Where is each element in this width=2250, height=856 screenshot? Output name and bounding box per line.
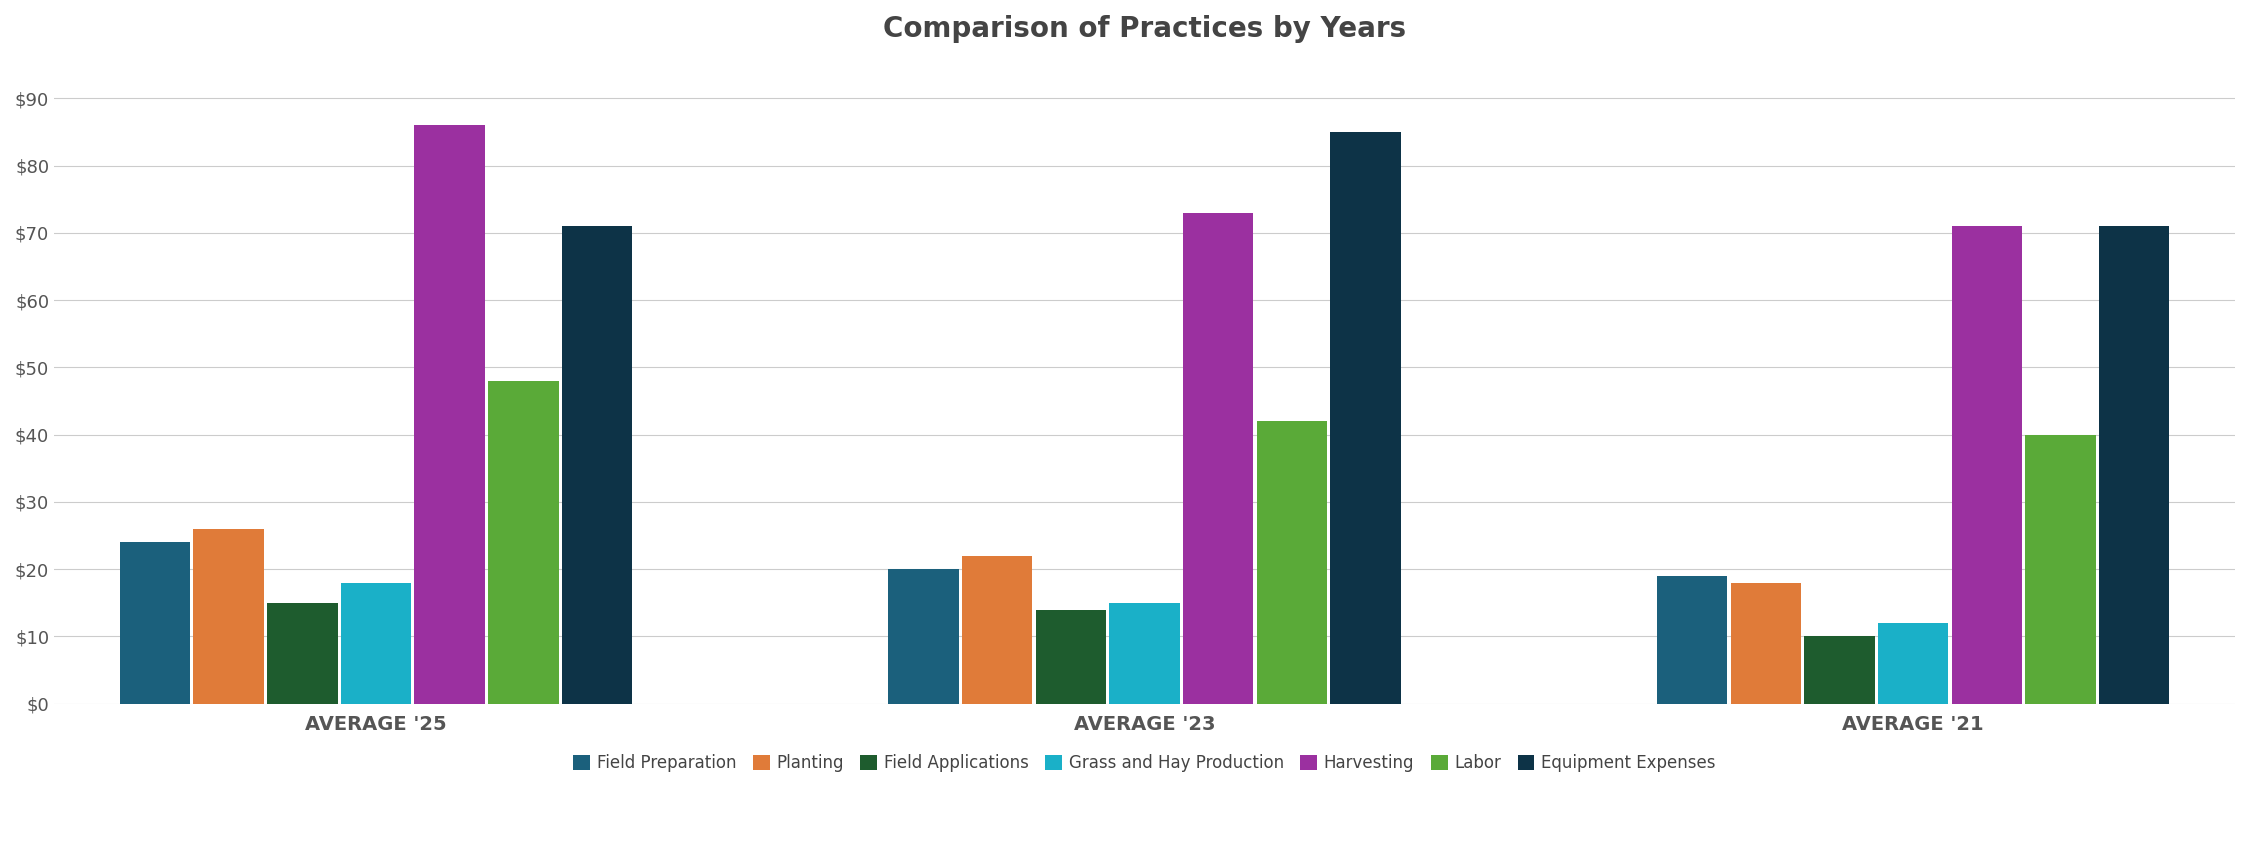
Bar xyxy=(2099,226,2169,704)
Bar xyxy=(889,569,958,704)
Bar xyxy=(193,529,263,704)
Bar xyxy=(119,543,191,704)
Bar xyxy=(1804,637,1874,704)
Bar xyxy=(1656,576,1728,704)
Bar xyxy=(562,226,632,704)
Bar xyxy=(1951,226,2023,704)
Bar xyxy=(1258,421,1328,704)
Bar xyxy=(1109,603,1179,704)
Bar xyxy=(414,125,484,704)
Legend: Field Preparation, Planting, Field Applications, Grass and Hay Production, Harve: Field Preparation, Planting, Field Appli… xyxy=(567,747,1721,778)
Bar xyxy=(1184,213,1253,704)
Bar xyxy=(1330,132,1402,704)
Bar xyxy=(2025,435,2095,704)
Bar xyxy=(488,381,558,704)
Bar xyxy=(1730,583,1800,704)
Bar xyxy=(1879,623,1948,704)
Title: Comparison of Practices by Years: Comparison of Practices by Years xyxy=(882,15,1406,43)
Bar xyxy=(963,556,1033,704)
Bar xyxy=(1035,609,1107,704)
Bar xyxy=(268,603,338,704)
Bar xyxy=(340,583,412,704)
